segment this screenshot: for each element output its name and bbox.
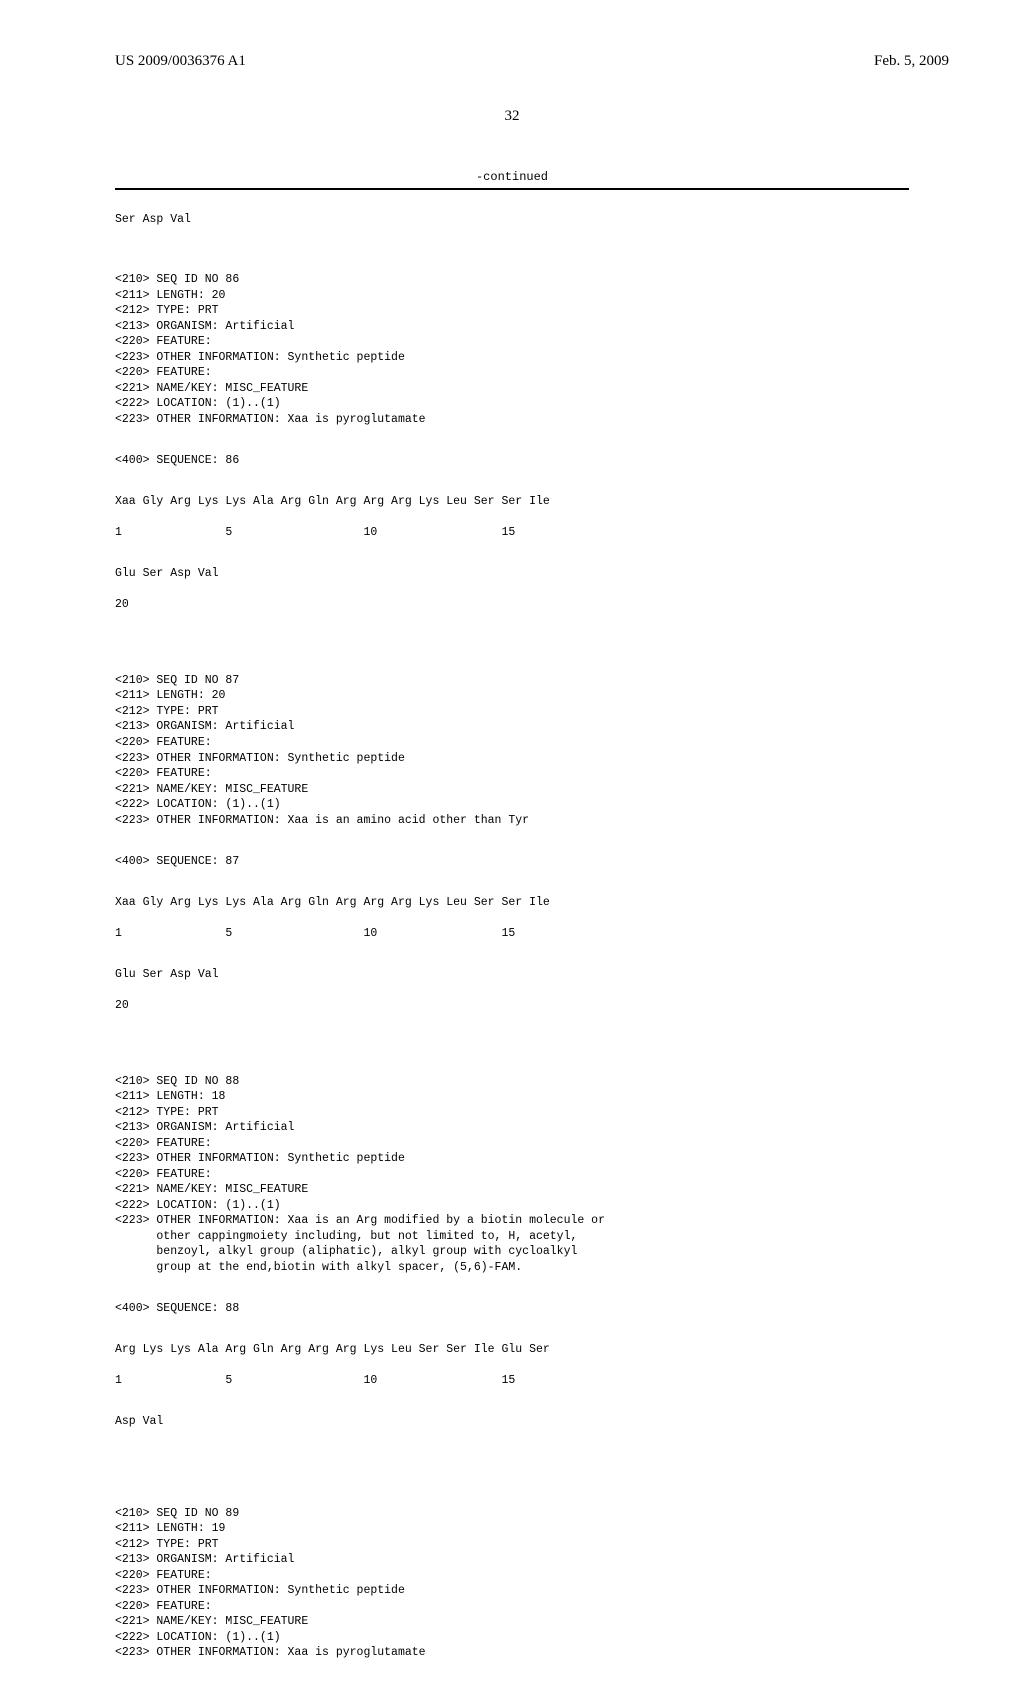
seq-line: Xaa Gly Arg Lys Lys Ala Arg Gln Arg Arg … [115,895,1024,911]
prev-tail: Ser Asp Val [115,212,1024,228]
seq-label: <400> SEQUENCE: 86 [115,453,1024,469]
seq-line: Asp Val [115,1414,1024,1430]
page-header: US 2009/0036376 A1 Feb. 5, 2009 [0,0,1024,70]
seq-block-88: <210> SEQ ID NO 88 <211> LENGTH: 18 <212… [115,1058,1024,1460]
page-number: 32 [0,108,1024,125]
seq-line: Xaa Gly Arg Lys Lys Ala Arg Gln Arg Arg … [115,494,1024,510]
seq-block-86: <210> SEQ ID NO 86 <211> LENGTH: 20 <212… [115,257,1024,628]
seq-meta: <210> SEQ ID NO 88 <211> LENGTH: 18 <212… [115,1074,1024,1276]
seq-line: Glu Ser Asp Val [115,967,1024,983]
seq-meta: <210> SEQ ID NO 86 <211> LENGTH: 20 <212… [115,272,1024,427]
seq-meta: <210> SEQ ID NO 89 <211> LENGTH: 19 <212… [115,1506,1024,1661]
seq-nums: 20 [115,998,1024,1014]
seq-meta: <210> SEQ ID NO 87 <211> LENGTH: 20 <212… [115,673,1024,828]
seq-block-87: <210> SEQ ID NO 87 <211> LENGTH: 20 <212… [115,657,1024,1028]
publication-number: US 2009/0036376 A1 [115,53,246,70]
divider-top [115,188,909,190]
seq-nums: 20 [115,597,1024,613]
seq-label: <400> SEQUENCE: 88 [115,1301,1024,1317]
publication-date: Feb. 5, 2009 [874,53,949,70]
seq-line: Glu Ser Asp Val [115,566,1024,582]
seq-nums: 1 5 10 15 [115,926,1024,942]
seq-nums: 1 5 10 15 [115,525,1024,541]
sequence-listing: Ser Asp Val <210> SEQ ID NO 86 <211> LEN… [115,196,1024,1692]
seq-nums: 1 5 10 15 [115,1373,1024,1389]
seq-line: Arg Lys Lys Ala Arg Gln Arg Arg Arg Lys … [115,1342,1024,1358]
seq-label: <400> SEQUENCE: 87 [115,854,1024,870]
seq-block-89: <210> SEQ ID NO 89 <211> LENGTH: 19 <212… [115,1490,1024,1676]
continued-label: -continued [0,170,1024,184]
